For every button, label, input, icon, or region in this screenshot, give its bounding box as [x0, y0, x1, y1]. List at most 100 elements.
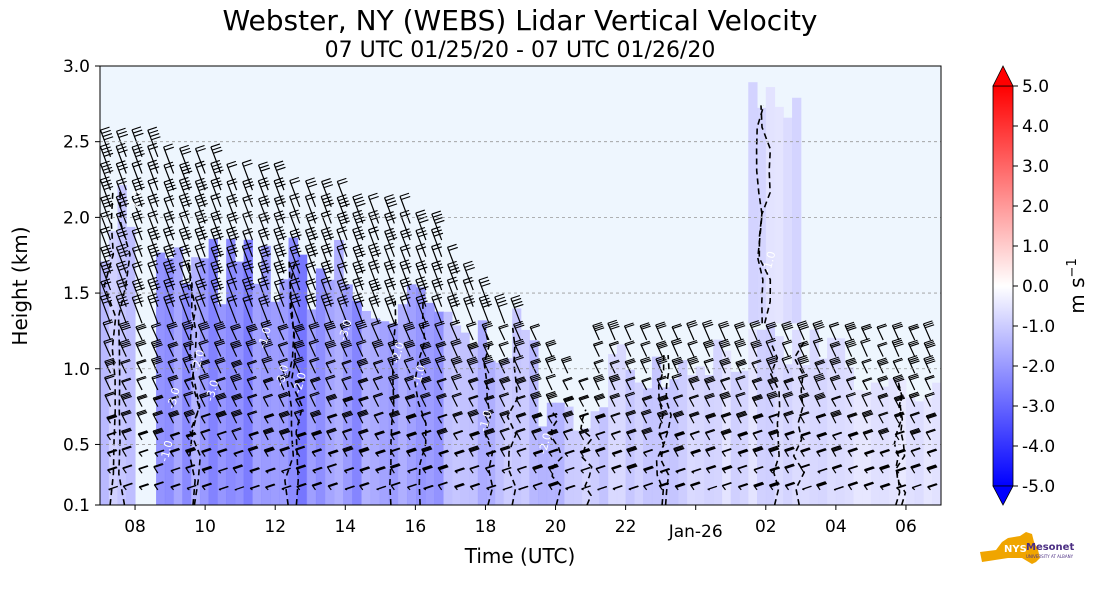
wind-barb-flag [923, 355, 934, 360]
wind-barb-flag [640, 356, 650, 361]
wind-barb [273, 180, 285, 207]
wind-barb [194, 229, 206, 257]
wind-barb-flag [910, 412, 920, 417]
wind-barb-flag [415, 276, 426, 281]
wind-barb-flag [250, 468, 260, 473]
wind-barb-flag [198, 202, 208, 207]
wind-barb-flag [447, 293, 457, 298]
velocity-cell [608, 354, 618, 505]
wind-barb-flag [897, 467, 907, 472]
wind-barb-flag [405, 377, 416, 382]
wind-barb-flag [910, 463, 920, 468]
wind-barb-flag [927, 449, 938, 454]
wind-barb-flag [154, 396, 164, 401]
wind-barb-flag [817, 432, 827, 437]
wind-barb-flag [138, 430, 148, 436]
wind-barb-flag [164, 296, 175, 301]
wind-barb-flag [593, 340, 603, 345]
wind-barb-flag [533, 482, 543, 487]
contour-label: -3.0 [165, 386, 183, 410]
wind-barb [194, 196, 206, 224]
wind-barb [197, 324, 206, 341]
wind-barb-flag [910, 360, 920, 365]
wind-barb [352, 229, 364, 257]
wind-barb-flag [719, 322, 729, 327]
wind-barb-flag [179, 244, 189, 249]
wind-barb-flag [182, 186, 193, 191]
wind-barb-flag [785, 481, 795, 486]
wind-barb-flag [673, 359, 683, 364]
wind-barb-flag [596, 465, 606, 470]
wind-barb-flag [704, 375, 714, 380]
wind-barb-flag [131, 143, 142, 148]
wind-barb-flag [164, 229, 174, 234]
wind-barb-flag [324, 302, 334, 307]
wind-barb-flag [769, 414, 779, 419]
wind-barb-flag [321, 260, 331, 265]
wind-barb-flag [358, 378, 368, 383]
wind-barb-flag [305, 242, 315, 247]
wind-barb-flag [660, 468, 671, 473]
wind-barb-flag [243, 181, 254, 186]
velocity-cell [879, 386, 889, 505]
wind-barb-flag [530, 373, 540, 378]
wind-barb-flag [216, 393, 226, 398]
wind-barb-flag [165, 198, 175, 203]
wind-barb-flag [165, 283, 176, 288]
wind-barb-flag [139, 483, 150, 489]
velocity-cell [555, 402, 565, 505]
wind-barb [305, 180, 317, 207]
wind-barb-flag [107, 415, 118, 421]
colorbar-tick-label: -5.0 [1022, 477, 1055, 497]
wind-barb-flag [481, 300, 491, 305]
velocity-cell [862, 391, 872, 505]
wind-barb-flag [799, 411, 809, 416]
wind-barb-flag [181, 199, 191, 204]
wind-barb-flag [642, 395, 652, 401]
wind-barb-flag [925, 342, 935, 347]
wind-barb-flag [545, 373, 556, 378]
wind-barb [100, 229, 112, 257]
wind-barb-flag [468, 344, 479, 349]
wind-barb [147, 296, 159, 324]
wind-barb-flag [892, 321, 902, 326]
contour-label: -3.0 [203, 379, 221, 403]
wind-barb-flag [259, 279, 269, 284]
wind-barb-flag [798, 375, 809, 380]
wind-barb-flag [734, 321, 744, 326]
wind-barb-flag [781, 355, 792, 360]
y-tick-label: 1.5 [63, 284, 90, 304]
wind-barb-flag [690, 430, 700, 435]
wind-barb [829, 359, 837, 374]
wind-barb-flag [894, 343, 904, 348]
wind-barb-flag [433, 232, 444, 237]
velocity-cell [443, 311, 453, 505]
wind-barb-flag [296, 431, 306, 436]
wind-barb-flag [119, 320, 129, 325]
y-tick-label: 1.0 [63, 360, 90, 380]
wind-barb-flag [927, 465, 937, 470]
wind-barb-flag [243, 246, 253, 251]
wind-barb-flag [500, 412, 511, 417]
wind-barb-flag [754, 482, 764, 487]
wind-barb-flag [357, 359, 367, 364]
wind-barb-flag [532, 464, 542, 469]
wind-barb-flag [212, 280, 222, 285]
wind-barb-flag [626, 410, 636, 415]
wind-barb-flag [530, 391, 540, 396]
wind-barb-flag [546, 391, 556, 396]
velocity-cell [315, 268, 326, 505]
wind-barb [135, 342, 143, 357]
wind-barb-flag [924, 392, 935, 397]
wind-barb [277, 361, 285, 374]
wind-barb-flag [151, 373, 162, 379]
wind-barb-flag [358, 429, 369, 434]
y-tick-label: 0.1 [63, 496, 90, 516]
wind-barb-flag [245, 286, 256, 291]
wind-barb-flag [878, 376, 888, 381]
wind-barb-flag [816, 413, 826, 418]
wind-barb [671, 326, 679, 341]
wind-barb-flag [264, 429, 274, 434]
wind-barb [814, 395, 821, 407]
wind-barb-flag [437, 428, 447, 433]
